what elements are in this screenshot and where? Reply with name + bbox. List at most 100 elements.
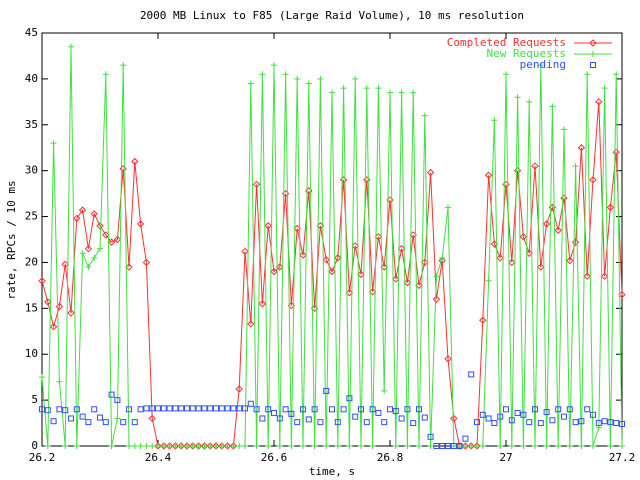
legend-label: Completed Requests: [447, 36, 566, 49]
point: [39, 406, 45, 413]
point: [606, 203, 615, 212]
point: [271, 409, 277, 416]
point: [62, 443, 69, 449]
point: [91, 254, 98, 261]
point: [305, 187, 313, 195]
point: [578, 443, 585, 449]
y-tick-label: 15: [25, 301, 38, 314]
point: [143, 405, 150, 412]
point: [421, 414, 428, 421]
point: [427, 443, 434, 449]
legend-label: pending: [520, 58, 566, 71]
point: [136, 220, 145, 228]
point: [433, 443, 440, 449]
plot-frame: [41, 32, 623, 447]
point: [125, 263, 133, 271]
point: [497, 413, 504, 420]
point: [526, 98, 533, 105]
point: [520, 411, 527, 418]
point: [172, 443, 179, 449]
point: [38, 277, 46, 285]
x-tick-label: 27.2: [609, 451, 636, 464]
point: [85, 419, 92, 426]
point: [317, 75, 324, 82]
point: [172, 405, 179, 412]
point: [561, 126, 567, 133]
point: [102, 419, 109, 426]
point: [160, 405, 167, 412]
point: [416, 406, 422, 413]
point: [468, 443, 475, 449]
point: [618, 290, 626, 299]
point: [213, 443, 219, 449]
point: [242, 443, 248, 449]
point: [85, 264, 92, 271]
point: [68, 415, 74, 422]
point: [502, 180, 510, 189]
y-tick-label: 40: [25, 72, 38, 85]
point: [613, 420, 620, 427]
point: [485, 415, 492, 422]
point: [131, 419, 138, 426]
point: [491, 117, 498, 124]
point: [311, 443, 318, 449]
x-tick-label: 26.4: [145, 451, 172, 464]
point: [44, 407, 51, 414]
point: [363, 419, 370, 426]
point: [416, 443, 422, 449]
point: [149, 443, 156, 449]
point: [97, 245, 103, 252]
point: [549, 103, 556, 110]
point: [561, 413, 567, 420]
point: [97, 414, 103, 421]
y-tick-label: 10: [25, 347, 38, 360]
point: [207, 405, 214, 412]
point: [224, 443, 231, 449]
point: [230, 405, 237, 412]
point: [178, 405, 185, 412]
point: [265, 406, 272, 413]
point: [149, 405, 156, 412]
point: [224, 405, 231, 412]
legend-marker: [590, 51, 596, 57]
point: [543, 409, 550, 416]
point: [619, 420, 625, 427]
point: [595, 420, 602, 427]
point: [503, 71, 509, 78]
point: [108, 443, 115, 449]
point: [160, 443, 167, 449]
point: [520, 443, 527, 449]
point: [271, 62, 277, 69]
point: [572, 419, 579, 426]
point: [601, 85, 608, 92]
x-tick-label: 27: [499, 451, 512, 464]
point: [281, 189, 290, 198]
point: [474, 443, 480, 449]
point: [259, 415, 266, 422]
point: [114, 415, 121, 422]
point: [253, 443, 260, 449]
point: [484, 171, 493, 179]
point: [131, 443, 138, 449]
x-tick-label: 26.2: [29, 451, 56, 464]
point: [305, 80, 312, 87]
point: [352, 413, 359, 420]
point: [265, 443, 272, 449]
point: [68, 43, 74, 50]
point: [329, 406, 335, 413]
point: [508, 443, 515, 449]
point: [445, 443, 451, 449]
point: [555, 406, 562, 413]
point: [96, 222, 104, 230]
point: [252, 180, 261, 189]
x-tick-label: 26.6: [261, 451, 288, 464]
point: [316, 222, 325, 230]
point: [317, 419, 324, 426]
point: [537, 62, 544, 69]
point: [276, 415, 283, 422]
point: [62, 407, 69, 414]
point: [589, 176, 597, 184]
point: [543, 443, 550, 449]
point: [131, 157, 139, 166]
